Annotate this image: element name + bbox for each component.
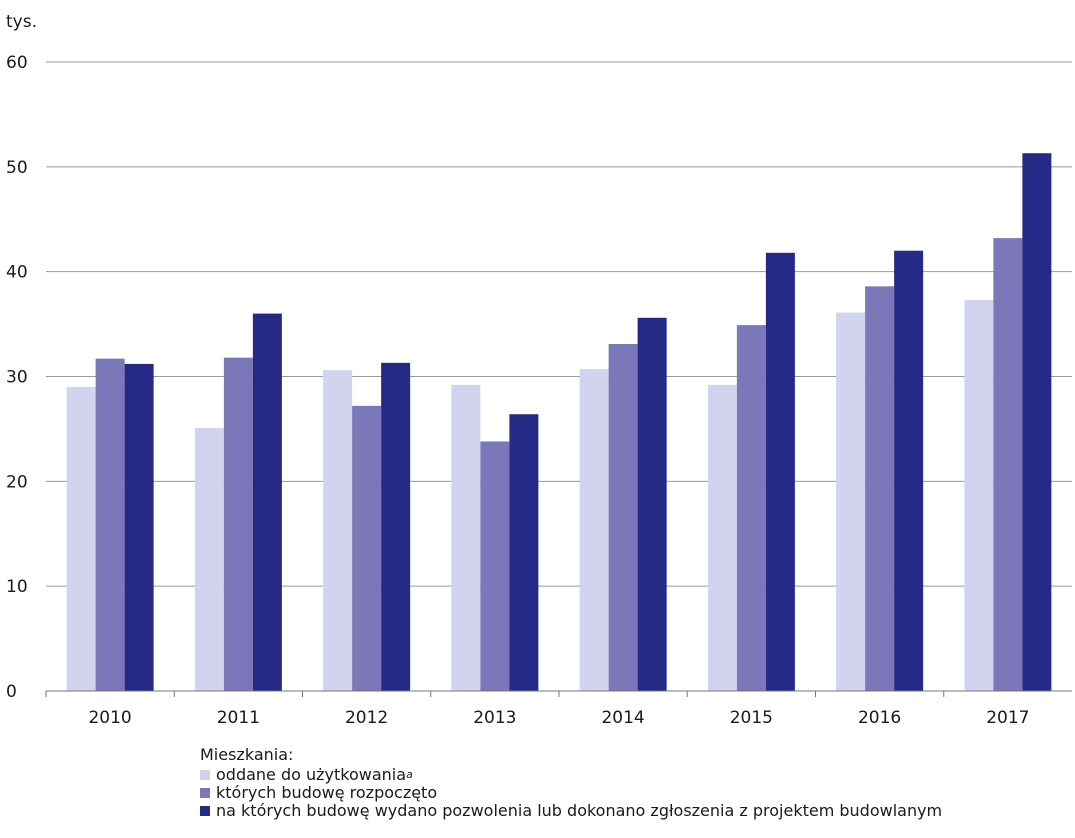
bar-2011-series-2 <box>252 313 282 691</box>
legend-footnote-marker: a <box>406 768 413 781</box>
y-tick-label: 10 <box>6 577 28 597</box>
legend-item-completed: oddane do użytkowania a <box>200 766 942 784</box>
legend-swatch-started <box>200 788 210 798</box>
bar-2016-series-1 <box>865 286 895 691</box>
x-tick-label: 2010 <box>88 708 131 728</box>
bar-2012-series-0 <box>323 370 353 691</box>
bar-2014-series-0 <box>579 369 609 691</box>
bar-2013-series-1 <box>480 441 510 691</box>
bar-2011-series-0 <box>194 427 224 691</box>
y-tick-label: 60 <box>6 53 28 73</box>
bar-2014-series-2 <box>637 317 667 691</box>
legend-label-permits: na których budowę wydano pozwolenia lub … <box>216 801 943 820</box>
legend-label-completed: oddane do użytkowania <box>216 765 407 784</box>
x-tick-label: 2015 <box>730 708 773 728</box>
x-tick-label: 2014 <box>601 708 644 728</box>
x-tick-label: 2017 <box>986 708 1029 728</box>
legend-title: Mieszkania: <box>200 745 294 764</box>
x-tick-label: 2011 <box>217 708 260 728</box>
x-tick-label: 2013 <box>473 708 516 728</box>
bar-2015-series-0 <box>707 384 737 691</box>
bar-2016-series-0 <box>836 312 866 691</box>
y-tick-label: 0 <box>6 682 17 702</box>
bar-2010-series-2 <box>124 363 154 691</box>
bar-2017-series-1 <box>993 238 1023 691</box>
legend-item-permits: na których budowę wydano pozwolenia lub … <box>200 802 942 820</box>
bar-2017-series-0 <box>964 299 994 691</box>
bar-2011-series-1 <box>223 357 253 691</box>
bar-2015-series-1 <box>736 325 766 691</box>
legend: Mieszkania: oddane do użytkowania a który… <box>200 746 942 820</box>
bar-2015-series-2 <box>765 252 795 691</box>
bars <box>66 153 1052 691</box>
x-tick-label: 2016 <box>858 708 901 728</box>
x-tick-labels: 2010 2011 2012 2013 2014 2015 2016 2017 <box>45 691 1030 728</box>
y-axis-unit: tys. <box>6 12 37 32</box>
y-tick-label: 40 <box>6 263 28 283</box>
legend-swatch-completed <box>200 770 210 780</box>
legend-label-started: których budowę rozpoczęto <box>216 783 438 802</box>
bar-2010-series-0 <box>66 386 96 691</box>
x-tick-label: 2012 <box>345 708 388 728</box>
y-tick-label: 30 <box>6 368 28 388</box>
legend-item-started: których budowę rozpoczęto <box>200 784 942 802</box>
y-tick-label: 50 <box>6 158 28 178</box>
legend-swatch-permits <box>200 806 210 816</box>
bar-2013-series-2 <box>509 414 539 691</box>
bar-2010-series-1 <box>95 358 125 691</box>
bar-2014-series-1 <box>608 344 638 691</box>
y-tick-label: 20 <box>6 472 28 492</box>
bar-2012-series-1 <box>352 405 382 691</box>
bar-2017-series-2 <box>1022 153 1052 691</box>
y-tick-labels: 0 10 20 30 40 50 60 <box>6 53 28 702</box>
bar-2012-series-2 <box>381 362 411 691</box>
bar-2013-series-0 <box>451 384 481 691</box>
bar-2016-series-2 <box>894 250 924 691</box>
